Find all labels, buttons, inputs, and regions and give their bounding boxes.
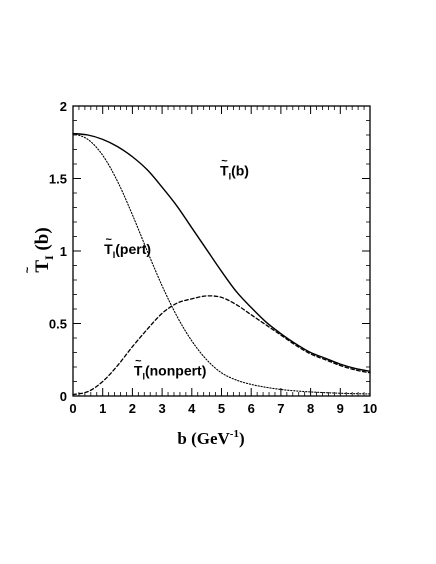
series-total-line [72, 132, 371, 373]
annotation-pert-text: TI(pert) [104, 241, 151, 260]
y-tick-label: 0 [60, 389, 67, 404]
x-tick-label: 0 [69, 401, 76, 416]
y-axis-title: TI (b) ~ [22, 227, 56, 273]
y-tick-label: 1 [60, 244, 67, 259]
series-pert-line [72, 133, 371, 395]
annotation-nonpert: TI(nonpert)~ [134, 356, 207, 382]
x-axis-title: b (GeV-1) [177, 428, 244, 448]
series-layer [72, 132, 371, 396]
annotations: TI(b)~TI(pert)~TI(nonpert)~ [104, 156, 249, 382]
x-tick-label: 4 [188, 401, 196, 416]
x-tick-label: 6 [248, 401, 255, 416]
y-tick-label: 0.5 [49, 317, 67, 332]
annotation-pert: TI(pert)~ [104, 234, 151, 260]
x-tick-label: 9 [337, 401, 344, 416]
annotation-total-text: TI(b) [220, 163, 249, 182]
x-tick-label: 2 [129, 401, 136, 416]
x-tick-label: 10 [363, 401, 377, 416]
x-tick-label: 7 [277, 401, 284, 416]
y-tick-label: 2 [60, 99, 67, 114]
series-nonpert-line [72, 295, 371, 396]
y-axis-title-tilde: ~ [22, 266, 34, 273]
annotation-nonpert-text: TI(nonpert) [134, 363, 207, 382]
y-tick-label: 1.5 [49, 172, 67, 187]
annotation-pert-tilde: ~ [105, 234, 112, 246]
x-tick-label: 3 [158, 401, 165, 416]
y-axis-ticks: 0 0.5 1 1.5 2 [49, 99, 370, 404]
x-tick-label: 1 [99, 401, 106, 416]
annotation-total-tilde: ~ [221, 156, 228, 168]
svg-text:TI (b): TI (b) [32, 227, 56, 272]
annotation-total: TI(b)~ [220, 156, 249, 182]
x-axis-ticks: 0 1 2 3 4 5 6 7 8 9 10 [69, 106, 377, 416]
x-tick-label: 8 [307, 401, 314, 416]
x-tick-label: 5 [218, 401, 225, 416]
annotation-nonpert-tilde: ~ [135, 356, 142, 368]
